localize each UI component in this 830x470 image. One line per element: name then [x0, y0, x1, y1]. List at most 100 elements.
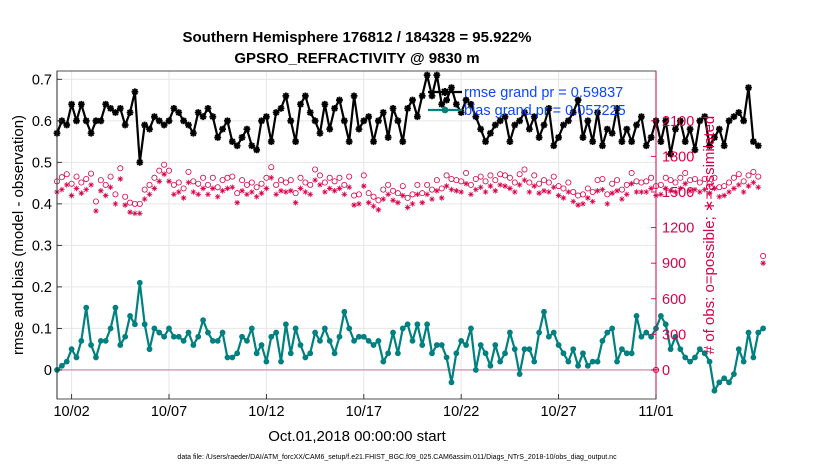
rmse-point: [253, 146, 261, 154]
obs-assimilated-marker: [726, 189, 732, 195]
obs-assimilated-marker: [161, 171, 167, 178]
obs-possible-marker: [414, 181, 421, 188]
bias-point: [166, 325, 172, 332]
obs-assimilated-marker: [180, 195, 187, 201]
chart-title: Southern Hemisphere 176812 / 184328 = 95…: [183, 29, 532, 46]
bias-point: [696, 346, 703, 353]
obs-assimilated-marker: [692, 186, 698, 193]
rmse-point: [569, 109, 577, 116]
obs-possible-marker: [346, 173, 353, 180]
rmse-point: [394, 117, 402, 125]
bias-point: [331, 350, 338, 357]
obs-assimilated-marker: [385, 191, 391, 198]
bias-point: [83, 304, 90, 311]
bias-point: [312, 329, 319, 336]
bias-point: [448, 379, 455, 386]
obs-assimilated-marker: [672, 189, 679, 195]
bias-point: [205, 329, 211, 336]
rmse-point: [745, 84, 752, 92]
obs-possible-marker: [428, 186, 435, 193]
obs-possible-marker: [200, 174, 207, 181]
bias-point: [502, 350, 508, 357]
obs-assimilated-marker: [229, 184, 236, 191]
obs-possible-marker: [195, 180, 202, 187]
obs-assimilated-marker: [424, 191, 430, 198]
rmse-point: [511, 121, 519, 129]
rmse-point: [657, 138, 665, 145]
obs-possible-marker: [648, 174, 655, 181]
rmse-point: [579, 134, 587, 141]
obs-assimilated-marker: [550, 184, 557, 191]
y-axis-label-right: # of obs: o=possible; ∗=assimilated: [701, 116, 718, 355]
bias-point: [516, 371, 523, 377]
obs-assimilated-marker: [317, 182, 323, 188]
obs-possible-marker: [83, 175, 90, 182]
obs-possible-marker: [394, 190, 401, 197]
obs-possible-marker: [745, 172, 752, 179]
obs-possible-marker: [453, 177, 460, 184]
bias-point: [302, 354, 309, 361]
obs-assimilated-marker: [604, 201, 611, 207]
obs-possible-marker: [458, 178, 465, 185]
bias-point: [297, 342, 304, 348]
obs-assimilated-marker: [687, 188, 693, 194]
bias-point: [760, 325, 767, 332]
obs-assimilated-marker: [370, 203, 377, 210]
obs-possible-marker: [88, 170, 95, 177]
rmse-point: [150, 113, 158, 121]
rmse-point: [131, 88, 139, 96]
obs-possible-marker: [399, 183, 406, 190]
obs-assimilated-marker: [258, 190, 265, 196]
bias-point: [346, 325, 353, 332]
obs-possible-marker: [609, 180, 616, 187]
obs-assimilated-marker: [429, 196, 435, 202]
obs-assimilated-marker: [365, 199, 372, 206]
rmse-point: [715, 125, 723, 133]
rmse-point: [375, 117, 382, 125]
rmse-point: [209, 113, 217, 121]
x-tick-label: 11/01: [638, 404, 673, 420]
obs-possible-marker: [536, 180, 543, 187]
obs-possible-marker: [58, 174, 65, 181]
rmse-point: [457, 109, 465, 116]
obs-assimilated-marker: [132, 210, 138, 217]
obs-assimilated-marker: [224, 185, 231, 192]
bias-point: [224, 354, 231, 361]
bias-point: [424, 321, 431, 328]
obs-assimilated-marker: [750, 179, 757, 186]
obs-possible-marker: [107, 173, 114, 180]
rmse-point: [711, 134, 718, 141]
rmse-point: [306, 109, 314, 116]
obs-assimilated-marker: [643, 189, 650, 195]
legend-entry-rmse: rmse grand pr = 0.59837: [428, 85, 623, 101]
obs-possible-marker: [633, 178, 640, 185]
obs-possible-marker: [521, 166, 528, 173]
bias-point: [731, 371, 737, 377]
bias-point: [336, 333, 343, 340]
obs-possible-marker: [628, 170, 635, 177]
obs-possible-marker: [755, 173, 762, 180]
y-tick-label-left: 0.3: [32, 238, 52, 254]
bias-point: [735, 346, 742, 353]
obs-assimilated-marker: [404, 204, 411, 211]
obs-possible-marker: [463, 170, 470, 177]
obs-assimilated-marker: [322, 189, 328, 195]
obs-assimilated-marker: [380, 196, 387, 202]
obs-possible-marker: [760, 253, 767, 260]
obs-assimilated-marker: [190, 189, 197, 195]
rmse-point: [418, 92, 426, 100]
obs-assimilated-marker: [438, 195, 445, 201]
bias-point: [394, 350, 401, 357]
obs-possible-marker: [63, 171, 70, 178]
obs-possible-marker: [78, 179, 85, 186]
obs-possible-marker: [365, 190, 372, 197]
obs-assimilated-marker: [219, 188, 226, 194]
rmse-point: [681, 138, 689, 145]
obs-assimilated-marker: [482, 189, 489, 195]
y-tick-label-left: 0.2: [32, 280, 52, 296]
rmse-point: [642, 142, 650, 150]
bias-point: [560, 350, 567, 357]
obs-possible-marker: [326, 174, 333, 181]
rmse-point: [691, 146, 699, 154]
bias-point: [521, 346, 528, 353]
